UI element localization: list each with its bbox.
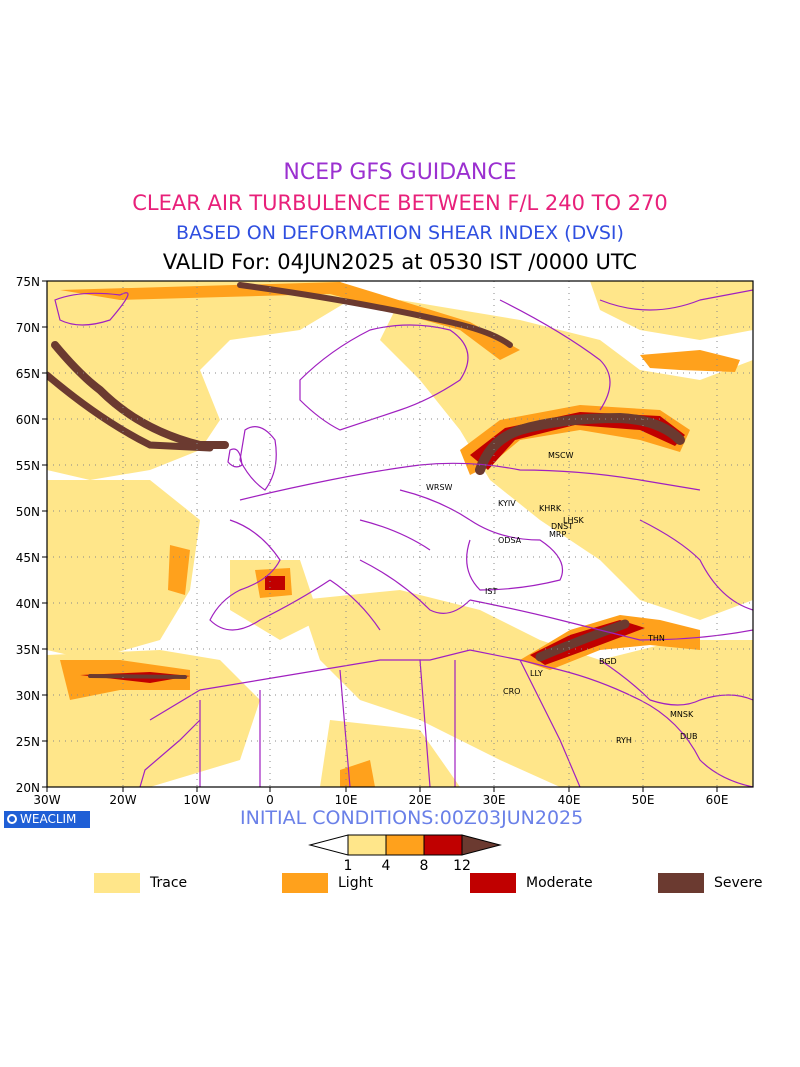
map-field (47, 281, 753, 787)
logo-label: WEACLIM (20, 812, 77, 826)
turbulence-map: 75N 70N 65N 60N 55N 50N 45N 40N 35N 30N … (16, 275, 754, 807)
map-method: BASED ON DEFORMATION SHEAR INDEX (DVSI) (176, 222, 624, 244)
lat-label: 65N (16, 367, 40, 381)
lat-label: 30N (16, 689, 40, 703)
severe-regions (47, 282, 685, 679)
station-label: MRP (549, 530, 566, 539)
station-label: MNSK (670, 710, 694, 719)
station-label: DUB (680, 732, 698, 741)
map-frame (46, 280, 754, 788)
station-label: ODSA (498, 536, 522, 545)
colorbar-over-arrow (461, 834, 502, 856)
colorbar-tick: 8 (420, 858, 429, 872)
lat-label: 40N (16, 597, 40, 611)
lon-label: 20E (409, 793, 432, 807)
lat-label: 25N (16, 735, 40, 749)
country-borders (54, 289, 753, 787)
legend-swatch (282, 873, 328, 893)
weaclim-logo-icon (7, 813, 17, 824)
lat-label: 75N (16, 275, 40, 289)
valid-time: VALID For: 04JUN2025 at 0530 IST /0000 U… (162, 250, 638, 274)
legend-label: Trace (150, 875, 188, 891)
station-label: LLY (530, 669, 543, 678)
lon-label: 10W (183, 793, 210, 807)
lon-label: 40E (558, 793, 581, 807)
lon-label: 30W (33, 793, 60, 807)
lon-label: 60E (706, 793, 729, 807)
station-label: WRSW (426, 483, 453, 492)
colorbar-tick: 12 (453, 858, 471, 872)
station-label: KHRK (539, 504, 562, 513)
station-label: THN (647, 634, 665, 643)
lat-label: 70N (16, 321, 40, 335)
tick-marks (42, 280, 718, 792)
lon-label: 50E (632, 793, 655, 807)
lon-label: 30E (483, 793, 506, 807)
legend-swatch (658, 873, 704, 893)
colorbar-tick: 1 (344, 858, 353, 872)
colorbar-under-arrow (308, 834, 349, 856)
lat-label: 60N (16, 413, 40, 427)
lon-label: 20W (109, 793, 136, 807)
legend-label: Severe (714, 875, 763, 891)
map-subtitle: CLEAR AIR TURBULENCE BETWEEN F/L 240 TO … (132, 191, 668, 215)
weaclim-logo: WEACLIM (4, 811, 90, 828)
legend-swatch (94, 873, 140, 893)
station-label: BGD (599, 657, 617, 666)
legend-swatch (470, 873, 516, 893)
lat-label: 50N (16, 505, 40, 519)
map-title: NCEP GFS GUIDANCE (283, 160, 517, 185)
station-label: CRO (503, 687, 520, 696)
colorbar-tick: 4 (382, 858, 391, 872)
lat-label: 35N (16, 643, 40, 657)
lon-label: 10E (335, 793, 358, 807)
station-labels: MSCW WRSW KYIV KHRK DNST LHSK MRP ODSA I… (426, 451, 698, 745)
lat-label: 45N (16, 551, 40, 565)
station-label: IST (485, 587, 497, 596)
lat-label: 55N (16, 459, 40, 473)
legend-label: Moderate (526, 875, 593, 891)
trace-regions (47, 281, 753, 787)
lon-label: 0 (266, 793, 274, 807)
initial-conditions: INITIAL CONDITIONS:00Z03JUN2025 (240, 807, 584, 829)
station-label: MSCW (548, 451, 574, 460)
station-label: KYIV (498, 499, 516, 508)
legend-label: Light (338, 875, 373, 891)
station-label: DNST (551, 522, 573, 531)
colorbar-segment (385, 834, 425, 856)
station-label: LHSK (563, 516, 585, 525)
color-bar: 1 4 8 12 (308, 834, 502, 872)
longitude-labels: 30W 20W 10W 0 10E 20E 30E 40E 50E 60E (33, 793, 728, 807)
station-label: RYH (616, 736, 632, 745)
colorbar-segment (423, 834, 463, 856)
grid-lines (47, 281, 753, 787)
latitude-labels: 75N 70N 65N 60N 55N 50N 45N 40N 35N 30N … (16, 275, 40, 795)
lat-label: 20N (16, 781, 40, 795)
colorbar-segment (347, 834, 387, 856)
